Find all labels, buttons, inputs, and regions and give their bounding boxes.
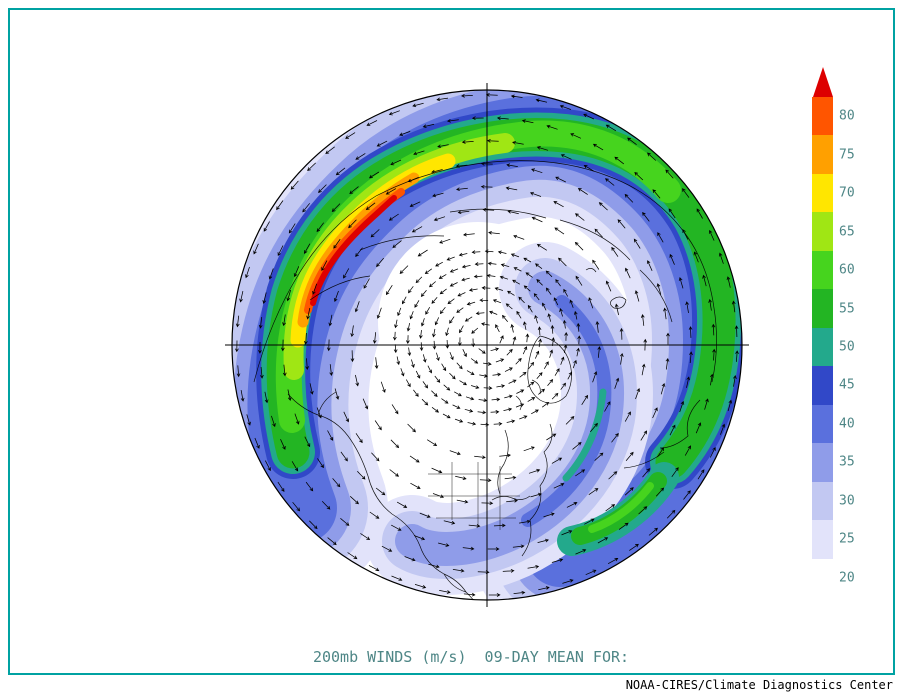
colorbar-segment	[812, 327, 833, 367]
colorbar-tick-label: 65	[839, 224, 855, 240]
colorbar-segment	[812, 250, 833, 290]
coastline-east-na	[497, 423, 553, 557]
map-outline-circle	[231, 89, 743, 601]
colorbar-scale	[812, 97, 833, 598]
colorbar-tick-label: 80	[839, 108, 855, 124]
credit-text: NOAA-CIRES/Climate Diagnostics Center	[625, 678, 893, 692]
coastline-islands	[585, 268, 627, 309]
great-lakes	[491, 495, 531, 501]
colorbar-segment	[812, 366, 833, 405]
coastlines	[253, 160, 717, 600]
colorbar-segment	[812, 173, 833, 213]
colorbar-segment	[812, 558, 833, 598]
colorbar-segment	[812, 404, 833, 444]
colorbar-tick-label: 70	[839, 185, 855, 201]
isotach-band-jet-max	[310, 195, 397, 306]
colorbar-overflow-arrow	[812, 67, 833, 97]
coastline-greenland	[527, 335, 572, 404]
colorbar-tick-label: 25	[839, 531, 855, 547]
isotach-band	[521, 295, 612, 527]
wind-vector-arrows	[235, 92, 739, 597]
us-state-borders	[428, 462, 520, 530]
colorbar-segment	[812, 443, 833, 482]
colorbar-labels: 80 75 70 65 60 55 50 45 40 35 30 25 20	[839, 97, 873, 597]
colorbar-tick-label: 75	[839, 147, 855, 163]
colorbar-segment	[812, 481, 833, 521]
colorbar-tick-label: 20	[839, 570, 855, 586]
isotach-fill-bands	[232, 90, 742, 600]
coastline-europe	[623, 399, 701, 469]
colorbar-segment	[812, 97, 833, 136]
colorbar-tick-label: 50	[839, 339, 855, 355]
colorbar-tick-label: 40	[839, 416, 855, 432]
plot-date-range: Mon FEB 21 2000 - Tue FEB 29 2000	[313, 697, 629, 699]
isotach-band	[562, 388, 607, 482]
colorbar: 80 75 70 65 60 55 50 45 40 35 30 25 20	[812, 67, 855, 598]
colorbar-segment	[812, 289, 833, 328]
colorbar-segment	[812, 135, 833, 174]
colorbar-tick-label: 45	[839, 377, 855, 393]
colorbar-tick-label: 55	[839, 301, 855, 317]
plot-title: 200mb WINDS (m/s) 09-DAY MEAN FOR:	[312, 648, 630, 666]
colorbar-segment	[812, 212, 833, 251]
title-block: 200mb WINDS (m/s) 09-DAY MEAN FOR: Mon F…	[313, 617, 629, 699]
colorbar-tick-label: 30	[839, 493, 855, 509]
colorbar-tick-label: 35	[839, 454, 855, 470]
colorbar-tick-label: 60	[839, 262, 855, 278]
colorbar-segment	[812, 520, 833, 559]
isotach-band	[588, 482, 654, 533]
asia-interior	[309, 208, 673, 323]
coastline-eurasia	[253, 160, 717, 383]
crosshair-lines	[225, 83, 749, 607]
